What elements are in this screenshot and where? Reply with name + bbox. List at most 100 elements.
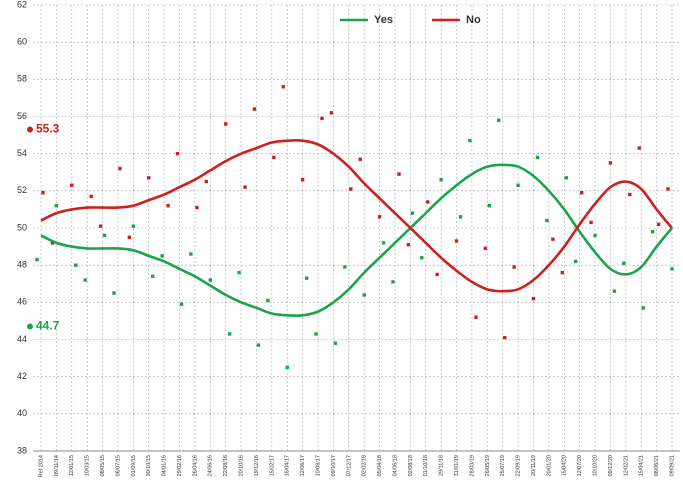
x-tick-label: 09/12/20: [608, 455, 614, 476]
x-tick-label: 12/06/17: [300, 455, 306, 476]
poll-point: [420, 256, 424, 260]
x-tick-label: 07/12/17: [346, 455, 352, 476]
x-tick-label: 06/07/15: [115, 455, 121, 476]
poll-point: [560, 270, 564, 275]
x-tick-label: 28/03/19: [469, 455, 475, 476]
trend-line: [40, 139, 674, 293]
poll-point: [406, 243, 411, 247]
x-tick-label: 08/05/15: [100, 455, 106, 476]
poll-point: [474, 315, 478, 319]
poll-point: [628, 192, 632, 197]
x-tick-label: 26/05/19: [485, 455, 491, 476]
legend-label: No: [466, 14, 481, 26]
annotation-dot: [27, 323, 33, 330]
poll-point: [589, 220, 593, 225]
x-tick-label: 22/09/19: [516, 455, 522, 476]
poll-point: [266, 298, 270, 303]
poll-point: [252, 107, 257, 111]
poll-point: [497, 118, 501, 122]
y-tick-label: 60: [17, 37, 27, 47]
legend-label: Yes: [374, 14, 393, 26]
annotation-label: 55.3: [36, 122, 60, 136]
poll-point: [656, 222, 661, 226]
poll-point: [160, 254, 164, 258]
poll-point: [256, 343, 261, 347]
x-tick-label: 20/11/19: [531, 455, 537, 476]
x-tick-label: 01/10/18: [423, 455, 429, 476]
poll-point: [593, 233, 597, 238]
poll-point: [102, 233, 107, 238]
poll-point: [535, 155, 540, 160]
x-tick-label: 09/09/21: [669, 455, 675, 476]
trend-line: [40, 163, 674, 317]
poll-point: [666, 187, 670, 191]
poll-point: [189, 252, 193, 256]
y-tick-label: 48: [17, 260, 27, 270]
x-tick-label: 25/07/19: [500, 455, 506, 476]
x-tick-label: 05/04/18: [377, 455, 383, 476]
x-tick-label: 20/01/20: [546, 455, 552, 476]
poll-point: [333, 341, 338, 345]
x-tick-label: 01/09/15: [131, 455, 137, 476]
poll-point: [343, 265, 347, 269]
y-tick-label: 46: [17, 297, 27, 307]
poll-point: [131, 224, 136, 228]
poll-point: [285, 365, 289, 370]
x-tick-label: 04/01/16: [162, 455, 168, 476]
x-tick-label: 24/06/16: [208, 455, 214, 476]
poll-point: [564, 176, 568, 180]
x-tick-label: 30/10/15: [146, 455, 152, 476]
x-tick-label: 04/06/18: [392, 455, 398, 476]
poll-point: [41, 190, 45, 195]
x-tick-label: 22/08/16: [223, 455, 229, 476]
x-tick-label: 08/06/21: [654, 455, 660, 476]
poll-point: [227, 332, 232, 336]
poll-point: [304, 276, 309, 280]
x-tick-label: 29/11/18: [439, 455, 445, 476]
y-tick-label: 38: [17, 445, 27, 455]
x-tick-label: 12/01/15: [69, 455, 75, 476]
x-tick-label: Ref 2014: [38, 455, 44, 477]
x-tick-label: 20/10/16: [239, 455, 245, 476]
poll-point: [483, 246, 488, 251]
x-tick-label: 26/04/16: [192, 455, 198, 476]
poll-point: [300, 177, 305, 182]
y-tick-label: 44: [17, 334, 27, 344]
x-tick-label: 19/12/16: [254, 455, 260, 476]
poll-point: [166, 204, 170, 208]
poll-point: [487, 204, 492, 208]
poll-point: [612, 289, 617, 293]
poll-point: [179, 302, 184, 306]
poll-point: [670, 267, 674, 271]
poll-point: [650, 230, 655, 234]
y-tick-label: 52: [17, 185, 27, 195]
poll-point: [377, 215, 382, 219]
x-tick-label: 09/11/14: [54, 455, 60, 476]
poll-point: [531, 296, 536, 301]
poll-point: [151, 274, 155, 279]
poll-point: [439, 177, 443, 182]
x-tick-label: 10/10/20: [593, 455, 599, 476]
annotation-label: 44.7: [36, 319, 60, 333]
poll-point: [118, 166, 122, 171]
poll-point: [237, 270, 241, 275]
x-tick-label: 15/02/17: [269, 455, 275, 476]
poll-point: [320, 116, 324, 121]
poll-point: [349, 187, 353, 191]
poll-point: [70, 183, 74, 187]
x-tick-label: 29/02/16: [177, 455, 183, 476]
poll-point: [391, 280, 395, 284]
poll-point: [83, 278, 87, 282]
y-tick-label: 50: [17, 222, 27, 232]
poll-point: [579, 190, 584, 195]
poll-point: [381, 241, 386, 245]
x-tick-label: 15/04/20: [562, 455, 568, 476]
poll-point: [358, 157, 362, 161]
poll-point: [50, 241, 55, 245]
poll-point: [243, 185, 247, 189]
poll-point: [89, 194, 93, 199]
x-tick-label: 31/01/19: [454, 455, 460, 476]
x-tick-label: 10/08/17: [315, 455, 321, 476]
poll-point: [223, 122, 228, 126]
poll-point: [637, 146, 641, 150]
